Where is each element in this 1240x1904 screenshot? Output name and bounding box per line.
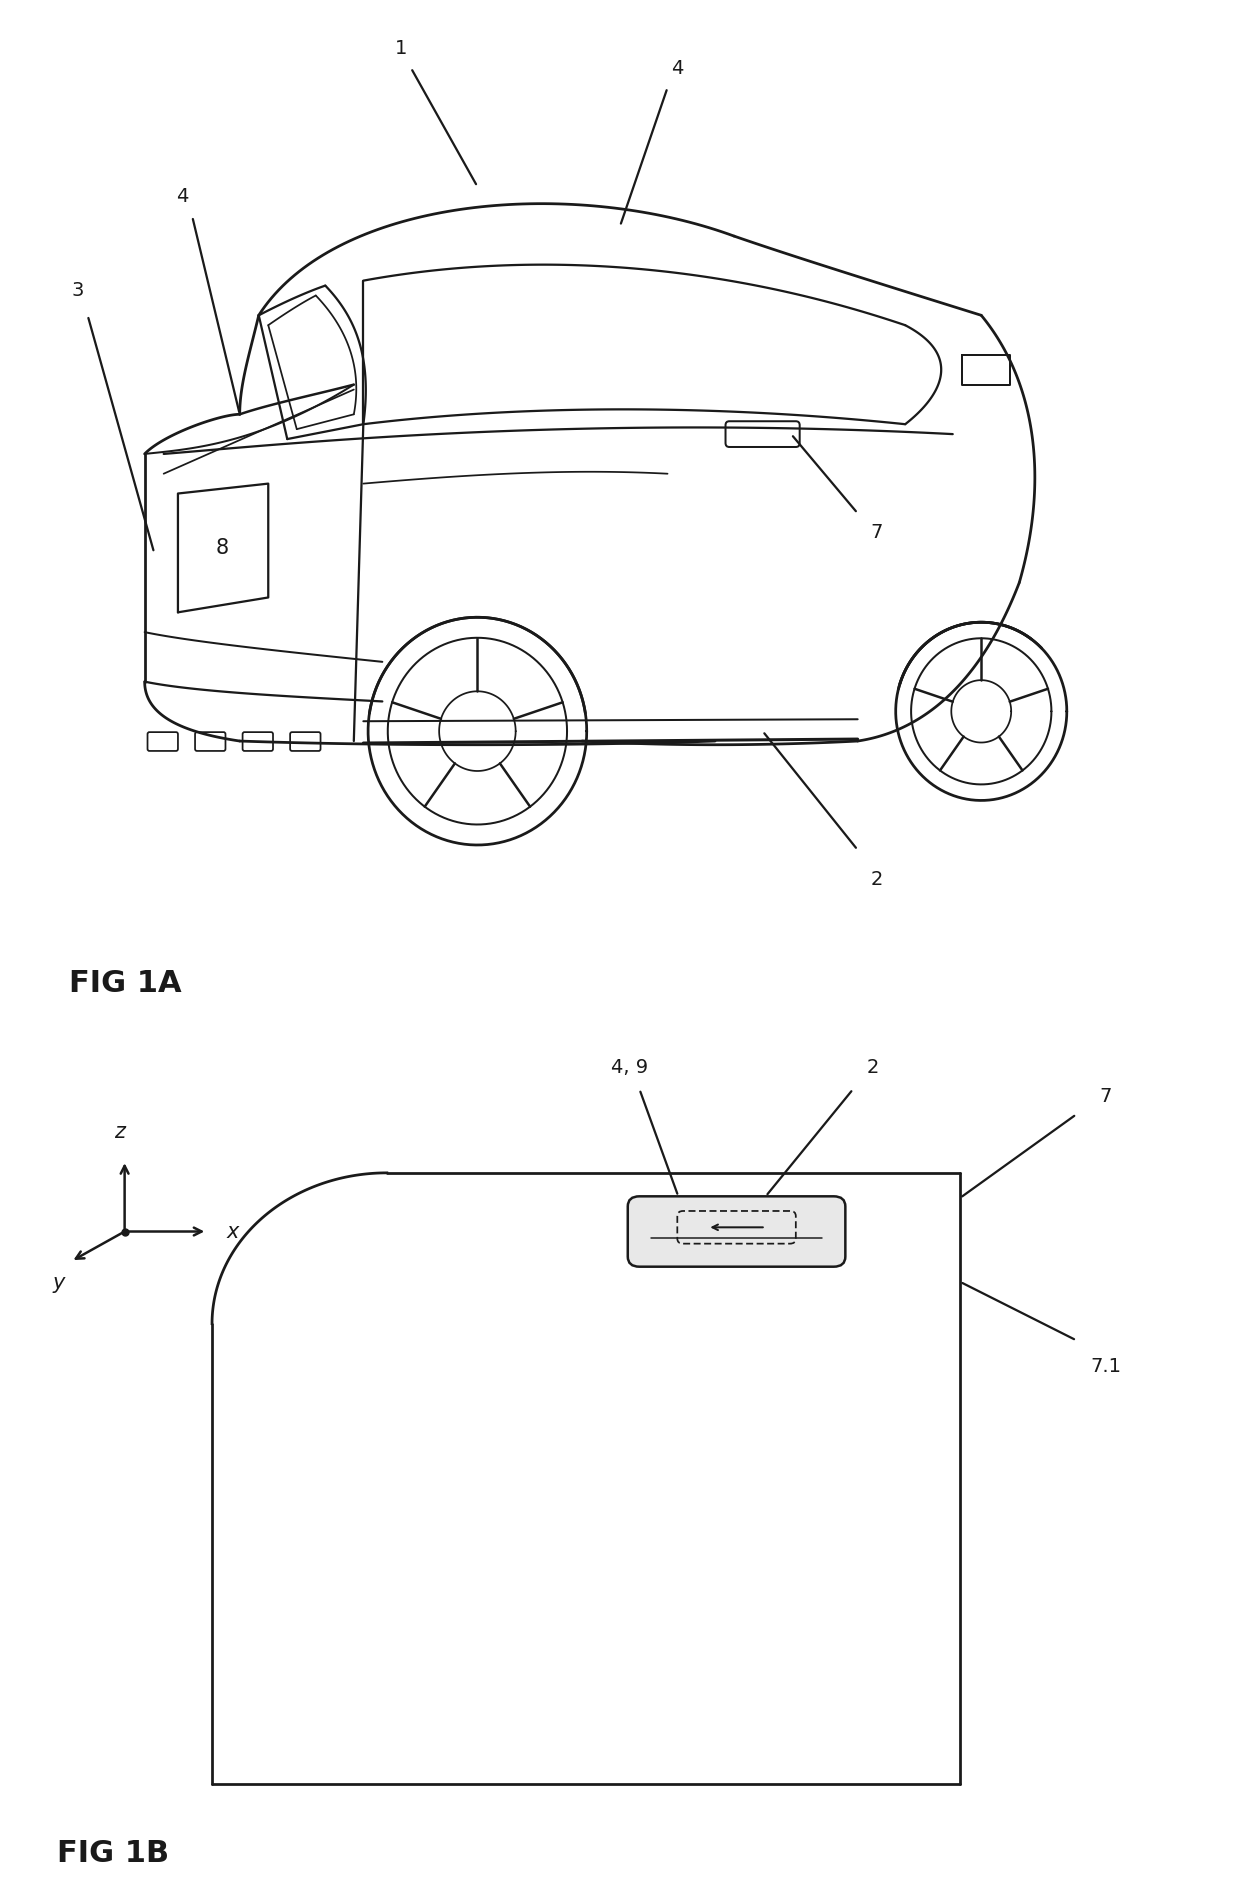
Text: 4, 9: 4, 9 (611, 1057, 649, 1076)
FancyBboxPatch shape (627, 1196, 846, 1266)
Text: y: y (52, 1272, 64, 1293)
Text: 7.1: 7.1 (1090, 1358, 1121, 1377)
Text: 4: 4 (671, 59, 683, 78)
Text: x: x (227, 1222, 239, 1241)
Text: 3: 3 (72, 282, 84, 301)
Text: 8: 8 (216, 539, 229, 558)
Text: FIG 1A: FIG 1A (68, 969, 181, 998)
Text: FIG 1B: FIG 1B (57, 1839, 169, 1868)
Text: 1: 1 (396, 38, 408, 57)
Text: 2: 2 (867, 1057, 879, 1076)
Text: z: z (114, 1121, 125, 1142)
Text: 2: 2 (870, 870, 883, 889)
Text: 7: 7 (1100, 1087, 1112, 1106)
Text: 4: 4 (176, 187, 188, 206)
Text: 7: 7 (870, 524, 883, 543)
